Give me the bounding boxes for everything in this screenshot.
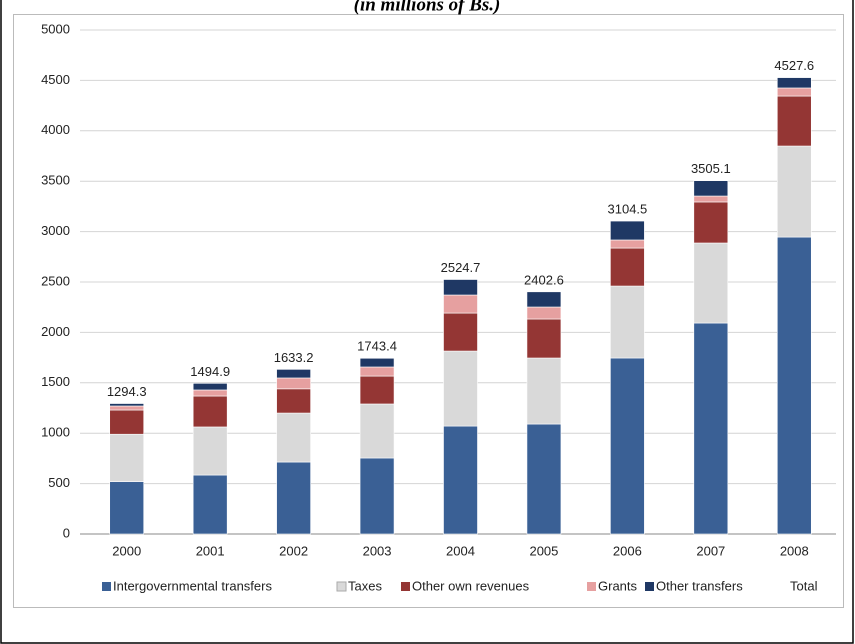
y-tick-label: 2500 <box>41 273 70 288</box>
bar-segment <box>276 412 311 463</box>
bar-segment <box>109 433 145 482</box>
bar-segment <box>192 383 228 391</box>
total-label: 1743.4 <box>357 339 397 354</box>
total-label: 1633.2 <box>274 350 314 365</box>
bar-segment <box>109 403 145 407</box>
total-label: 1294.3 <box>107 384 147 399</box>
bar-segment <box>776 145 812 238</box>
bar-segment <box>610 220 645 241</box>
legend-label: Grants <box>598 578 638 593</box>
y-tick-label: 2000 <box>41 324 70 339</box>
legend-label: Other transfers <box>656 578 743 593</box>
x-tick-label: 2001 <box>196 543 225 558</box>
y-tick-label: 4500 <box>41 72 70 87</box>
y-tick-label: 1500 <box>41 374 70 389</box>
legend-swatch <box>336 581 347 592</box>
legend-swatch <box>645 582 654 591</box>
y-tick-label: 4000 <box>41 122 70 137</box>
total-label: 2402.6 <box>524 272 564 287</box>
bar-segment <box>526 291 562 308</box>
x-tick-label: 2005 <box>529 543 558 558</box>
bar-segment <box>610 357 645 535</box>
legend-swatch <box>102 582 111 591</box>
bar-segment <box>610 285 645 359</box>
bar-segment <box>776 236 812 535</box>
bar-segment <box>359 366 395 377</box>
x-tick-label: 2003 <box>363 543 392 558</box>
bar-segment <box>192 389 228 397</box>
bar-segment <box>192 474 228 535</box>
bar-segment <box>776 87 812 97</box>
bar-segment <box>192 395 228 428</box>
chart-subtitle: (in millions of Bs.) <box>354 0 501 15</box>
total-label: 3505.1 <box>691 161 731 176</box>
total-label: 3104.5 <box>608 202 648 217</box>
bar-segment <box>109 405 145 411</box>
x-tick-label: 2008 <box>780 543 809 558</box>
bar-segment <box>443 294 478 314</box>
bar-segment <box>192 426 228 476</box>
bar-segment <box>526 423 562 535</box>
bar-segment <box>443 279 478 296</box>
bar-segment <box>109 409 145 435</box>
bar-segment <box>693 180 729 197</box>
x-tick-label: 2004 <box>446 543 475 558</box>
bar-segment <box>693 195 729 203</box>
bar-segment <box>276 377 311 390</box>
y-tick-label: 5000 <box>41 21 70 36</box>
bar-segment <box>359 375 395 405</box>
bar-segment <box>276 388 311 414</box>
bar-segment <box>610 239 645 249</box>
x-tick-label: 2002 <box>279 543 308 558</box>
bar-segment <box>276 461 311 535</box>
x-tick-label: 2007 <box>696 543 725 558</box>
bar-segment <box>693 322 729 535</box>
legend-label: Other own revenues <box>412 578 530 593</box>
bar-segment <box>693 201 729 244</box>
y-tick-label: 0 <box>63 525 70 540</box>
bar-segment <box>109 481 145 535</box>
y-tick-label: 1000 <box>41 425 70 440</box>
y-tick-label: 500 <box>48 475 70 490</box>
bar-segment <box>443 350 478 427</box>
legend-label: Intergovernmental transfers <box>113 578 272 593</box>
total-label: 2524.7 <box>441 260 481 275</box>
total-label: 1494.9 <box>190 364 230 379</box>
x-tick-label: 2006 <box>613 543 642 558</box>
legend-swatch <box>587 582 596 591</box>
bar-segment <box>359 357 395 368</box>
bar-segment <box>276 369 311 379</box>
y-tick-label: 3500 <box>41 173 70 188</box>
legend-swatch <box>401 582 410 591</box>
bar-segment <box>359 403 395 459</box>
legend-label: Taxes <box>348 578 382 593</box>
bar-segment <box>776 95 812 147</box>
legend-label: Total <box>790 578 818 593</box>
bar-segment <box>776 77 812 89</box>
bar-segment <box>526 306 562 320</box>
bar-segment <box>693 242 729 324</box>
bar-segment <box>443 425 478 535</box>
total-label: 4527.6 <box>774 58 814 73</box>
bar-segment <box>443 312 478 352</box>
bar-segment <box>526 318 562 359</box>
bar-segment <box>610 247 645 287</box>
bar-segment <box>359 457 395 535</box>
x-tick-label: 2000 <box>112 543 141 558</box>
bar-segment <box>526 357 562 425</box>
y-tick-label: 3000 <box>41 223 70 238</box>
